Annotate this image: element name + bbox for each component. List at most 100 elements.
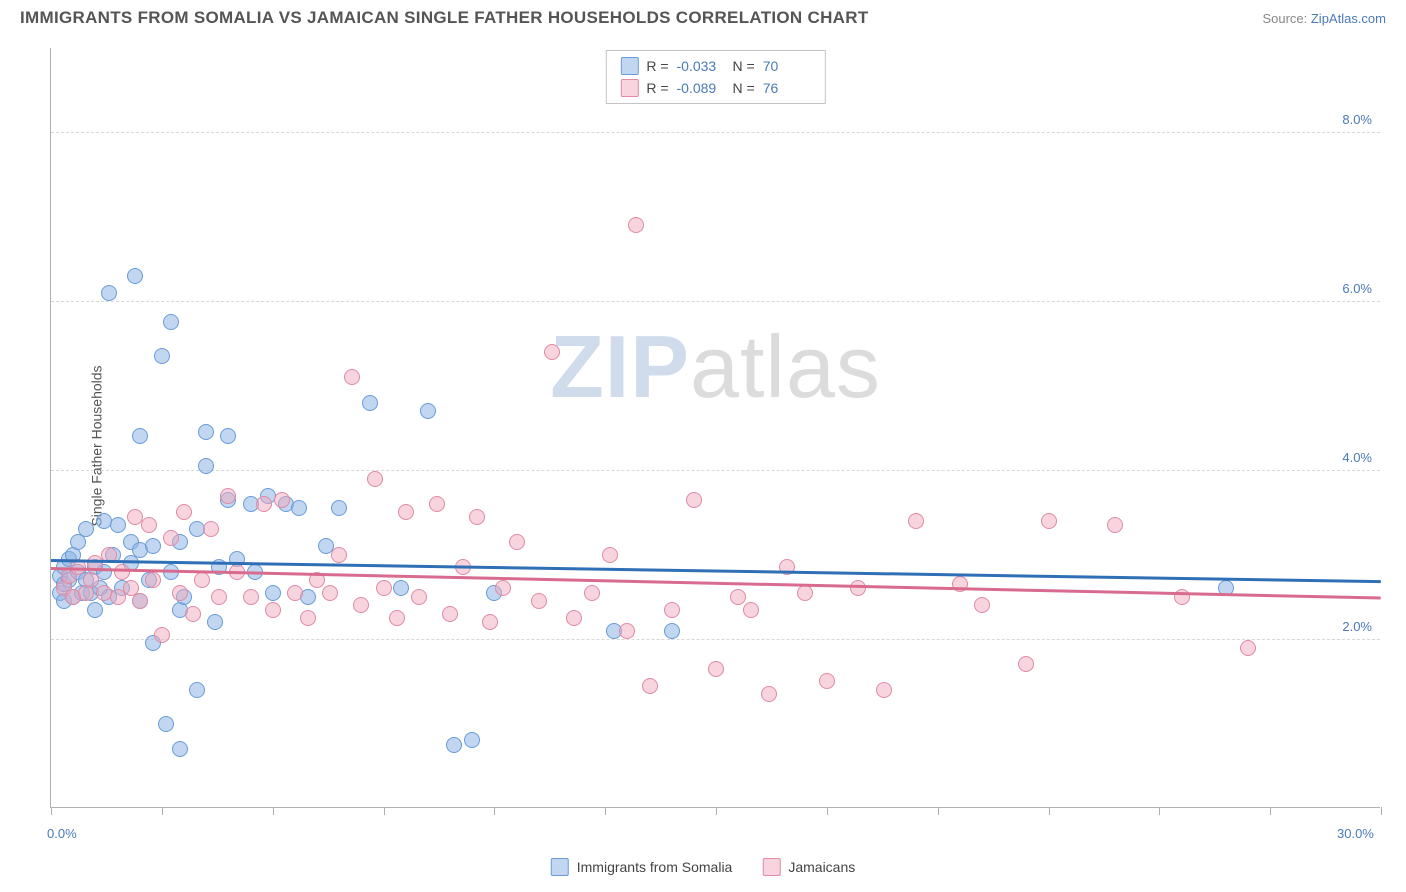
y-tick-label: 8.0% xyxy=(1342,112,1372,127)
stats-row: R = -0.089 N = 76 xyxy=(620,77,810,99)
scatter-point xyxy=(110,517,126,533)
scatter-point xyxy=(300,610,316,626)
scatter-point xyxy=(1240,640,1256,656)
scatter-point xyxy=(141,517,157,533)
scatter-point xyxy=(322,585,338,601)
scatter-point xyxy=(163,314,179,330)
scatter-point xyxy=(132,428,148,444)
scatter-point xyxy=(761,686,777,702)
source-link[interactable]: ZipAtlas.com xyxy=(1311,11,1386,26)
watermark: ZIPatlas xyxy=(550,316,881,418)
scatter-point xyxy=(172,585,188,601)
scatter-point xyxy=(220,428,236,444)
chart-title: IMMIGRANTS FROM SOMALIA VS JAMAICAN SING… xyxy=(20,8,869,28)
source-label: Source: ZipAtlas.com xyxy=(1262,11,1386,26)
x-tick xyxy=(938,807,939,815)
scatter-point xyxy=(398,504,414,520)
legend-swatch-icon xyxy=(551,858,569,876)
scatter-point xyxy=(176,504,192,520)
scatter-point xyxy=(145,572,161,588)
gridline xyxy=(51,470,1380,471)
scatter-point xyxy=(797,585,813,601)
scatter-point xyxy=(482,614,498,630)
scatter-point xyxy=(469,509,485,525)
scatter-point xyxy=(194,572,210,588)
scatter-point xyxy=(566,610,582,626)
scatter-point xyxy=(1107,517,1123,533)
scatter-point xyxy=(127,268,143,284)
y-tick-label: 2.0% xyxy=(1342,619,1372,634)
scatter-point xyxy=(87,602,103,618)
scatter-point xyxy=(411,589,427,605)
scatter-point xyxy=(367,471,383,487)
scatter-point xyxy=(265,585,281,601)
scatter-point xyxy=(265,602,281,618)
scatter-point xyxy=(619,623,635,639)
x-tick xyxy=(162,807,163,815)
scatter-point xyxy=(291,500,307,516)
scatter-point xyxy=(353,597,369,613)
scatter-point xyxy=(544,344,560,360)
scatter-point xyxy=(163,530,179,546)
scatter-point xyxy=(287,585,303,601)
correlation-stats-box: R = -0.033 N = 70 R = -0.089 N = 76 xyxy=(605,50,825,104)
scatter-point xyxy=(420,403,436,419)
scatter-point xyxy=(376,580,392,596)
scatter-point xyxy=(628,217,644,233)
scatter-point xyxy=(189,682,205,698)
scatter-point xyxy=(198,424,214,440)
y-tick-label: 4.0% xyxy=(1342,450,1372,465)
series-swatch-icon xyxy=(620,79,638,97)
scatter-point xyxy=(686,492,702,508)
scatter-point xyxy=(393,580,409,596)
scatter-point xyxy=(207,614,223,630)
n-value: 70 xyxy=(763,58,811,74)
legend-item: Immigrants from Somalia xyxy=(551,858,733,876)
x-tick xyxy=(1270,807,1271,815)
x-tick xyxy=(384,807,385,815)
scatter-point xyxy=(220,488,236,504)
scatter-point xyxy=(908,513,924,529)
x-tick-label: 30.0% xyxy=(1337,826,1374,841)
scatter-point xyxy=(114,564,130,580)
gridline xyxy=(51,132,1380,133)
x-tick xyxy=(1381,807,1382,815)
x-tick xyxy=(605,807,606,815)
scatter-point xyxy=(708,661,724,677)
scatter-point xyxy=(584,585,600,601)
scatter-point xyxy=(331,547,347,563)
scatter-point xyxy=(362,395,378,411)
scatter-point xyxy=(464,732,480,748)
x-tick xyxy=(827,807,828,815)
scatter-point xyxy=(158,716,174,732)
scatter-point xyxy=(154,627,170,643)
scatter-point xyxy=(203,521,219,537)
scatter-point xyxy=(389,610,405,626)
scatter-point xyxy=(185,606,201,622)
x-tick xyxy=(273,807,274,815)
stats-row: R = -0.033 N = 70 xyxy=(620,55,810,77)
scatter-point xyxy=(509,534,525,550)
scatter-point xyxy=(198,458,214,474)
scatter-point xyxy=(642,678,658,694)
n-value: 76 xyxy=(763,80,811,96)
scatter-point xyxy=(442,606,458,622)
x-tick xyxy=(716,807,717,815)
legend-swatch-icon xyxy=(762,858,780,876)
scatter-point xyxy=(154,348,170,364)
scatter-point xyxy=(211,589,227,605)
scatter-point xyxy=(495,580,511,596)
gridline xyxy=(51,301,1380,302)
scatter-point xyxy=(876,682,892,698)
gridline xyxy=(51,639,1380,640)
chart-legend: Immigrants from Somalia Jamaicans xyxy=(541,858,866,876)
scatter-point xyxy=(101,285,117,301)
scatter-point xyxy=(819,673,835,689)
x-tick xyxy=(494,807,495,815)
legend-label: Immigrants from Somalia xyxy=(577,859,733,875)
scatter-point xyxy=(602,547,618,563)
scatter-point xyxy=(664,602,680,618)
x-tick xyxy=(51,807,52,815)
series-swatch-icon xyxy=(620,57,638,75)
scatter-point xyxy=(331,500,347,516)
